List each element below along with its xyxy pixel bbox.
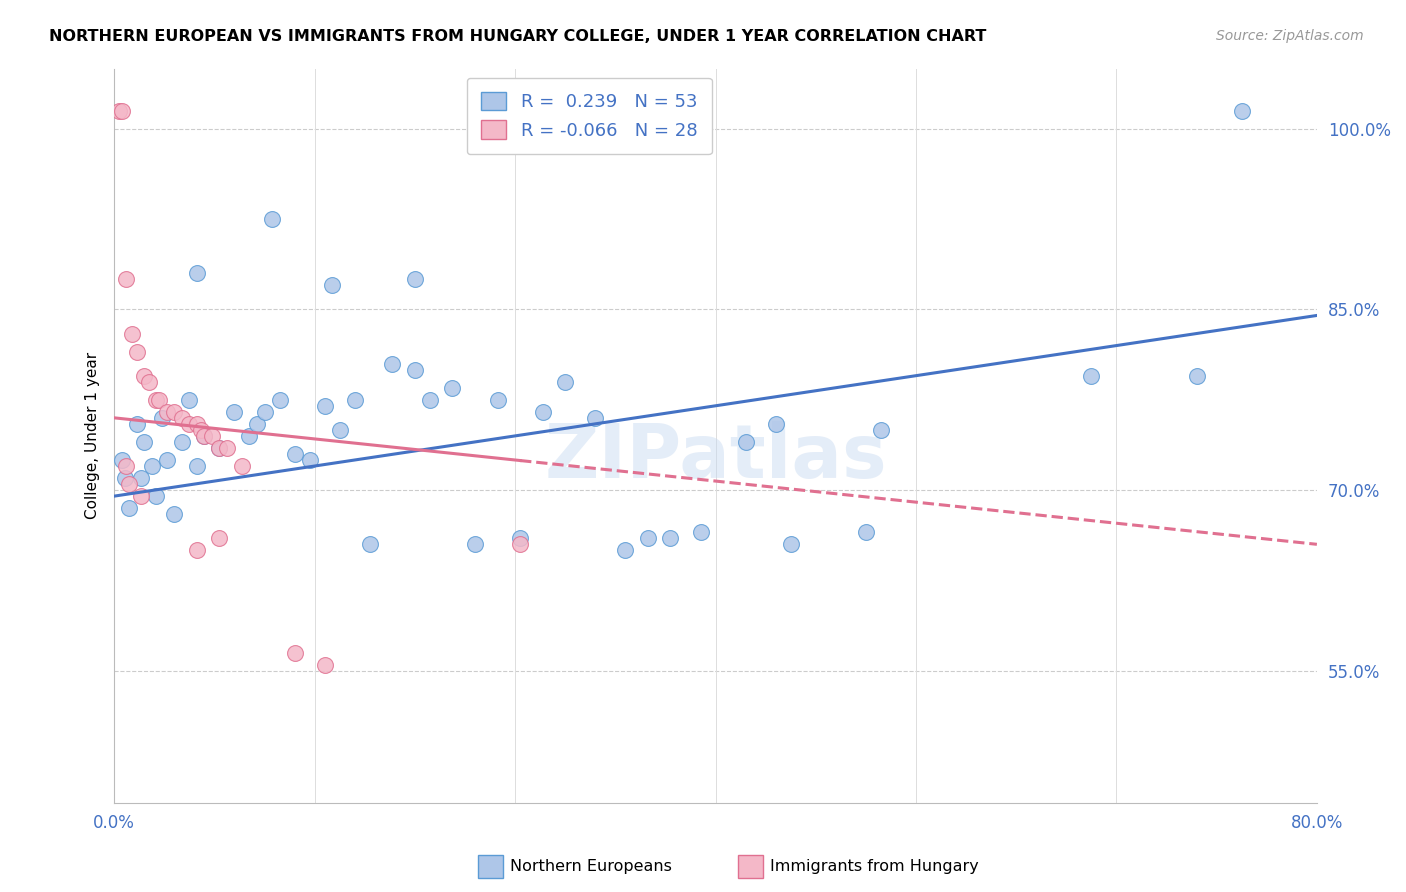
- Point: [134, 434, 156, 449]
- Point: [343, 392, 366, 407]
- Text: NORTHERN EUROPEAN VS IMMIGRANTS FROM HUNGARY COLLEGE, UNDER 1 YEAR CORRELATION C: NORTHERN EUROPEAN VS IMMIGRANTS FROM HUN…: [49, 29, 987, 44]
- Point: [141, 458, 163, 473]
- Point: [186, 417, 208, 431]
- Point: [145, 489, 167, 503]
- Point: [138, 375, 160, 389]
- Point: [419, 392, 441, 407]
- Text: Source: ZipAtlas.com: Source: ZipAtlas.com: [1216, 29, 1364, 43]
- Point: [765, 417, 787, 431]
- Point: [870, 423, 893, 437]
- Point: [531, 405, 554, 419]
- Point: [246, 417, 269, 431]
- Point: [111, 103, 134, 118]
- Point: [238, 429, 260, 443]
- Point: [125, 417, 148, 431]
- Point: [215, 441, 238, 455]
- Legend: R =  0.239   N = 53, R = -0.066   N = 28: R = 0.239 N = 53, R = -0.066 N = 28: [467, 78, 711, 154]
- Point: [314, 399, 336, 413]
- Point: [145, 392, 167, 407]
- Point: [404, 362, 426, 376]
- Point: [114, 471, 136, 485]
- Point: [329, 423, 352, 437]
- Point: [486, 392, 509, 407]
- Point: [193, 429, 215, 443]
- Point: [115, 272, 138, 286]
- Point: [359, 537, 381, 551]
- Point: [134, 368, 156, 383]
- Point: [1230, 103, 1253, 118]
- Text: ZIPatlas: ZIPatlas: [544, 421, 887, 494]
- Point: [201, 429, 224, 443]
- Point: [118, 477, 141, 491]
- Point: [509, 531, 531, 545]
- Point: [170, 434, 193, 449]
- Text: Immigrants from Hungary: Immigrants from Hungary: [770, 859, 979, 873]
- Point: [298, 453, 321, 467]
- Point: [129, 489, 152, 503]
- Point: [208, 531, 231, 545]
- Point: [689, 525, 711, 540]
- Point: [186, 266, 208, 280]
- Point: [107, 103, 129, 118]
- Point: [404, 272, 426, 286]
- Point: [193, 429, 215, 443]
- Point: [314, 657, 336, 672]
- Point: [208, 441, 231, 455]
- Point: [190, 423, 212, 437]
- Point: [321, 278, 343, 293]
- Point: [121, 326, 143, 341]
- Text: Northern Europeans: Northern Europeans: [510, 859, 672, 873]
- Point: [156, 405, 179, 419]
- Point: [125, 344, 148, 359]
- Point: [186, 458, 208, 473]
- Point: [208, 441, 231, 455]
- Point: [253, 405, 276, 419]
- Point: [163, 507, 186, 521]
- Point: [186, 543, 208, 558]
- Point: [614, 543, 637, 558]
- Point: [659, 531, 682, 545]
- Y-axis label: College, Under 1 year: College, Under 1 year: [86, 352, 100, 519]
- Point: [260, 212, 283, 227]
- Point: [464, 537, 486, 551]
- Point: [637, 531, 659, 545]
- Point: [284, 646, 307, 660]
- Point: [441, 381, 464, 395]
- Point: [779, 537, 801, 551]
- Point: [179, 392, 201, 407]
- Point: [554, 375, 576, 389]
- Point: [148, 392, 170, 407]
- Point: [150, 410, 173, 425]
- Point: [163, 405, 186, 419]
- Point: [1080, 368, 1102, 383]
- Point: [509, 537, 531, 551]
- Point: [734, 434, 756, 449]
- Point: [1185, 368, 1208, 383]
- Point: [231, 458, 253, 473]
- Point: [224, 405, 246, 419]
- Point: [269, 392, 291, 407]
- Point: [179, 417, 201, 431]
- Point: [381, 357, 404, 371]
- Point: [170, 410, 193, 425]
- Point: [115, 458, 138, 473]
- Point: [583, 410, 606, 425]
- Point: [156, 453, 179, 467]
- Point: [111, 453, 134, 467]
- Point: [129, 471, 152, 485]
- Point: [284, 447, 307, 461]
- Point: [118, 501, 141, 516]
- Point: [855, 525, 877, 540]
